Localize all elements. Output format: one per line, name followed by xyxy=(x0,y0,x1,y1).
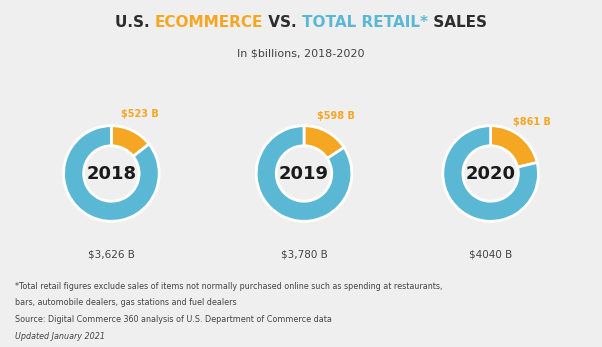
Text: $523 B: $523 B xyxy=(122,109,159,119)
Text: In $billions, 2018-2020: In $billions, 2018-2020 xyxy=(237,49,365,59)
Text: *Total retail figures exclude sales of items not normally purchased online such : *Total retail figures exclude sales of i… xyxy=(15,282,442,291)
Text: SALES: SALES xyxy=(428,15,487,30)
Wedge shape xyxy=(256,126,352,221)
Text: 2019: 2019 xyxy=(279,164,329,183)
Text: TOTAL RETAIL*: TOTAL RETAIL* xyxy=(302,15,428,30)
Text: U.S.: U.S. xyxy=(115,15,155,30)
Text: VS.: VS. xyxy=(263,15,302,30)
Text: $861 B: $861 B xyxy=(513,117,550,127)
Wedge shape xyxy=(491,126,537,167)
Text: Updated January 2021: Updated January 2021 xyxy=(15,332,105,341)
Wedge shape xyxy=(64,126,159,221)
Wedge shape xyxy=(443,126,538,221)
Text: ECOMMERCE: ECOMMERCE xyxy=(155,15,263,30)
Wedge shape xyxy=(304,126,344,158)
Text: $598 B: $598 B xyxy=(317,110,355,120)
Wedge shape xyxy=(111,126,149,156)
Text: $4040 B: $4040 B xyxy=(469,249,512,259)
Text: Source: Digital Commerce 360 analysis of U.S. Department of Commerce data: Source: Digital Commerce 360 analysis of… xyxy=(15,315,332,324)
Text: bars, automobile dealers, gas stations and fuel dealers: bars, automobile dealers, gas stations a… xyxy=(15,298,237,307)
Text: $3,626 B: $3,626 B xyxy=(88,249,135,259)
Text: $3,780 B: $3,780 B xyxy=(281,249,327,259)
Text: 2020: 2020 xyxy=(465,164,516,183)
Text: 2018: 2018 xyxy=(86,164,137,183)
